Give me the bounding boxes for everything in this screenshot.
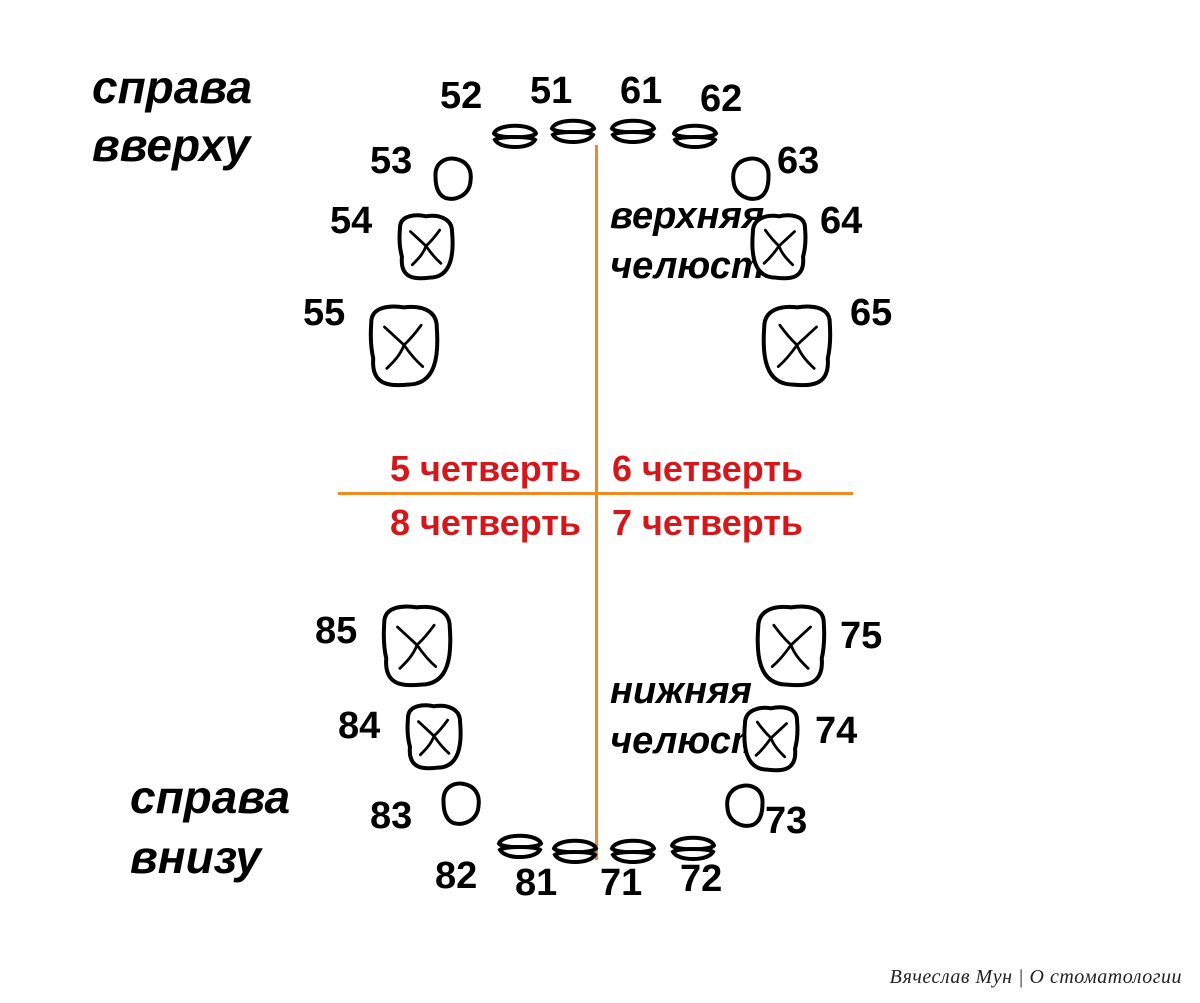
tooth-82-icon [495,830,545,862]
tooth-64-icon [748,210,810,282]
label-top-right-side-2: вверху [92,118,250,172]
tooth-number-75: 75 [840,615,882,658]
tooth-52-icon [490,120,540,152]
tooth-73-icon [722,782,768,830]
tooth-number-83: 83 [370,795,412,838]
tooth-51-icon [548,115,598,147]
vertical-axis [595,145,598,860]
tooth-number-54: 54 [330,200,372,243]
tooth-81-icon [550,835,600,867]
tooth-number-62: 62 [700,78,742,121]
tooth-number-64: 64 [820,200,862,243]
tooth-85-icon [378,600,456,690]
tooth-number-71: 71 [600,862,642,905]
tooth-number-65: 65 [850,292,892,335]
tooth-number-85: 85 [315,610,357,653]
tooth-54-icon [395,210,457,282]
tooth-61-icon [608,115,658,147]
dental-chart-stage: справа вверху справа внизу верхняя челюс… [0,0,1200,1003]
watermark: Вячеслав Мун | О стоматологии [890,966,1182,989]
tooth-number-84: 84 [338,705,380,748]
tooth-63-icon [728,155,774,203]
tooth-74-icon [740,702,802,774]
tooth-65-icon [758,300,836,390]
label-quarter-7: 7 четверть [612,502,803,544]
tooth-84-icon [403,700,465,772]
tooth-number-52: 52 [440,75,482,118]
label-top-right-side-1: справа [92,60,252,114]
label-lower-jaw-1: нижняя [610,670,752,713]
tooth-number-51: 51 [530,70,572,113]
tooth-53-icon [430,155,476,203]
tooth-83-icon [438,780,484,828]
label-quarter-5: 5 четверть [390,448,581,490]
label-bottom-right-side-1: справа [130,770,290,824]
horizontal-axis [338,492,853,495]
label-bottom-right-side-2: внизу [130,830,261,884]
tooth-75-icon [752,600,830,690]
tooth-number-81: 81 [515,862,557,905]
tooth-62-icon [670,120,720,152]
tooth-number-53: 53 [370,140,412,183]
label-quarter-8: 8 четверть [390,502,581,544]
tooth-number-74: 74 [815,710,857,753]
tooth-number-63: 63 [777,140,819,183]
tooth-number-55: 55 [303,292,345,335]
tooth-55-icon [365,300,443,390]
label-quarter-6: 6 четверть [612,448,803,490]
tooth-number-61: 61 [620,70,662,113]
tooth-number-82: 82 [435,855,477,898]
tooth-number-72: 72 [680,858,722,901]
tooth-number-73: 73 [765,800,807,843]
